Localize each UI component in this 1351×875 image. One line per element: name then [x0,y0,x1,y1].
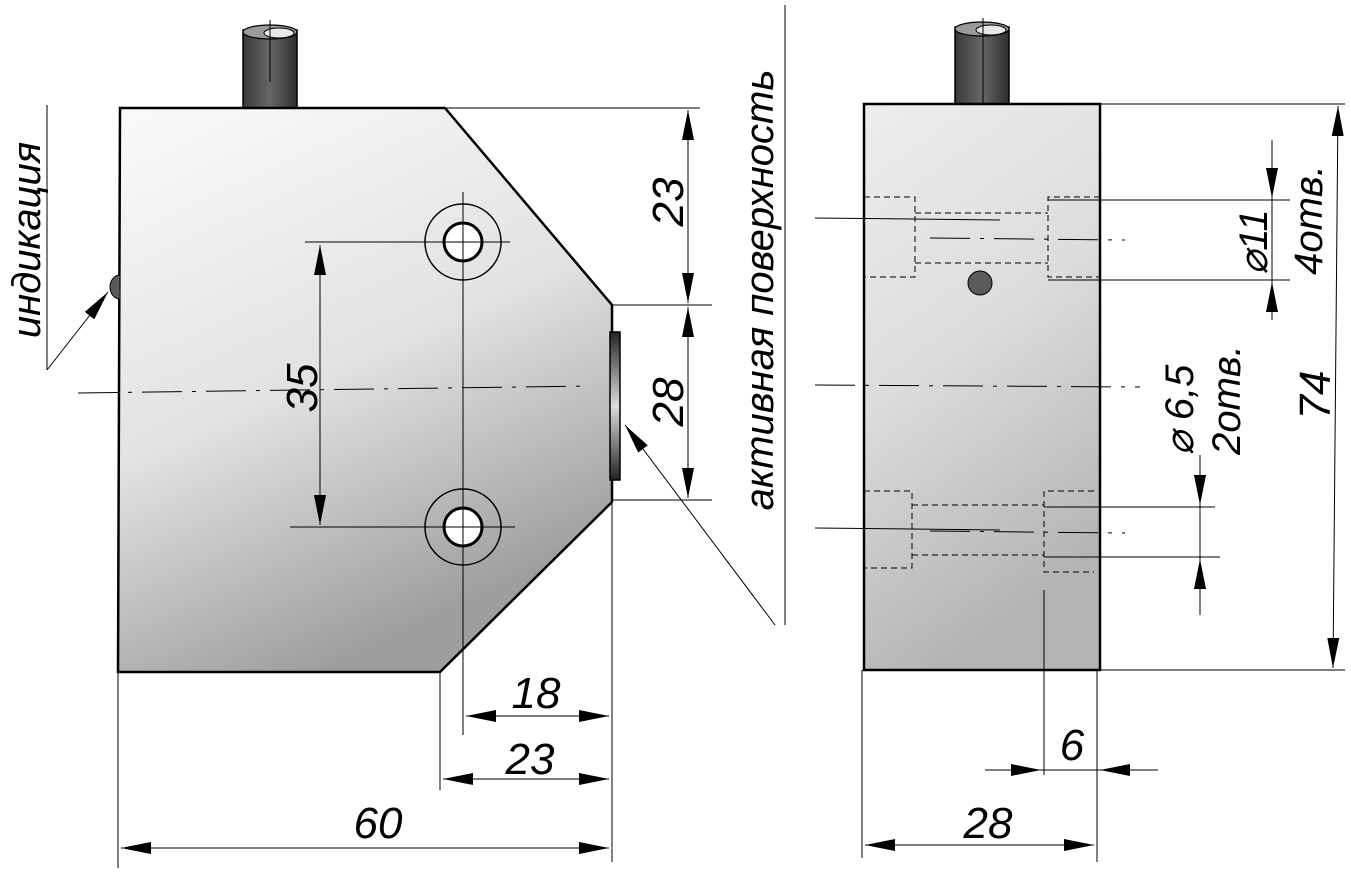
front-view: 74 ⌀11 4отв. ⌀ 6,5 2отв. 6 28 [814,18,1345,862]
dim-6-label: 6 [1060,721,1085,770]
dim-23-horizontal-label: 23 [505,735,555,784]
cable [242,20,298,111]
dim-74-label: 74 [1291,371,1340,420]
hidden-holes-top [814,196,1126,278]
indicator-led-front [967,270,993,296]
hole-6-5-count-label: 2отв. [1205,345,1249,456]
indicator-led [109,274,121,300]
indication-label: индикация [5,142,49,338]
dim-28-vertical-label: 28 [644,377,693,427]
active-surface-label: активная поверхность [738,70,782,511]
dim-60-label: 60 [354,799,403,848]
dim-18-label: 18 [512,669,561,718]
dim-28-horizontal-label: 28 [963,799,1013,848]
side-view: 35 23 28 18 23 60 индикация активная пов… [5,5,786,868]
sensor-body-side [116,106,614,674]
hole-11-diameter-label: ⌀11 [1232,209,1276,275]
sensor-body-front [862,102,1102,672]
hole-6-5-diameter-label: ⌀ 6,5 [1158,364,1202,456]
hole-11-count-label: 4отв. [1287,165,1331,275]
active-surface [609,331,621,481]
dim-23-vertical-label: 23 [644,177,693,227]
dim-35-label: 35 [278,363,327,412]
hidden-holes-bottom [814,490,1126,573]
